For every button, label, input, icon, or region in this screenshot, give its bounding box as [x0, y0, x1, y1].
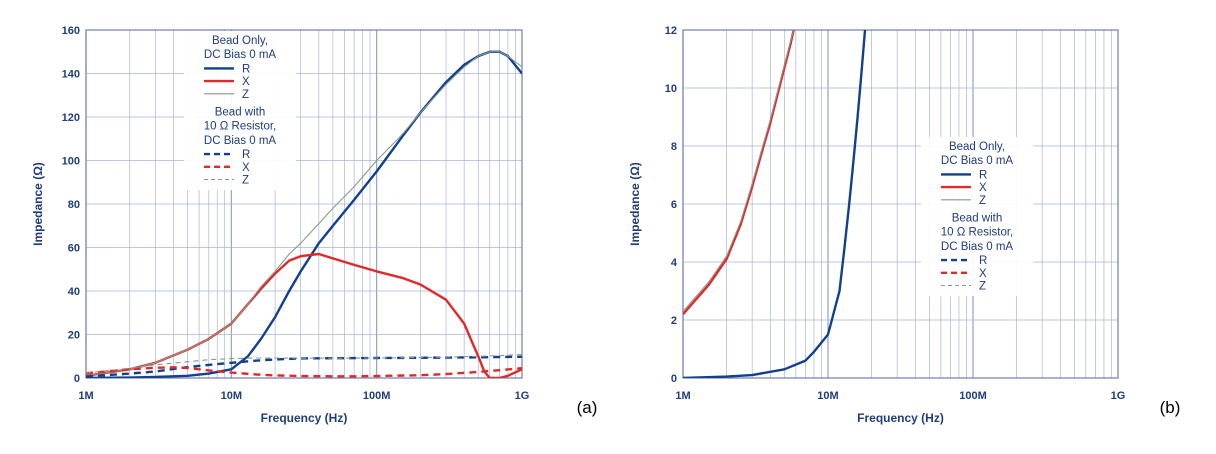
- legend-group-title: Bead Only,: [949, 141, 1005, 153]
- grid: [682, 29, 1119, 379]
- series-line-r-solid: [86, 50, 522, 378]
- chart-panel-b: 0 2 4 6 8 10 12 1M 10M 100M 1G Frequency (Hz) Impeda…: [628, 25, 1180, 425]
- series-line-r-solid: [683, 30, 867, 378]
- panel-label: (a): [577, 398, 598, 417]
- legend-group-title: Bead Only,: [212, 35, 268, 47]
- y-axis-title: Impedance (Ω): [628, 162, 642, 246]
- legend-entry-label: Z: [242, 175, 249, 187]
- y-tick-label: 10: [665, 83, 677, 95]
- legend-entry-label: R: [242, 149, 250, 161]
- legend-entry-label: Z: [979, 281, 986, 293]
- legend-entry-label: Z: [242, 89, 249, 101]
- series-line-z-solid: [683, 30, 795, 312]
- plot-frame: [682, 29, 1119, 379]
- legend-group-title: 10 Ω Resistor,: [941, 227, 1014, 239]
- y-tick-label: 6: [671, 199, 677, 211]
- legend-entry-label: X: [242, 76, 250, 88]
- legend-group-title: Bead with: [952, 213, 1003, 225]
- legend-group-title: Bead with: [215, 107, 266, 119]
- x-axis-title: Frequency (Hz): [261, 411, 348, 425]
- legend-group-title: DC Bias 0 mA: [204, 135, 277, 147]
- y-tick-label: 2: [671, 315, 677, 327]
- y-tick-label: 80: [68, 199, 80, 211]
- y-tick-label: 60: [68, 243, 80, 255]
- x-tick-label: 1G: [515, 390, 530, 402]
- y-tick-label: 160: [62, 25, 80, 37]
- x-axis-title: Frequency (Hz): [857, 411, 944, 425]
- y-tick-label: 20: [68, 330, 80, 342]
- legend-entry-label: R: [979, 255, 987, 267]
- series-group: [683, 30, 867, 378]
- y-tick-label: 100: [62, 156, 80, 168]
- series-line-r-dashed: [86, 355, 522, 378]
- y-axis-title: Impedance (Ω): [31, 162, 45, 246]
- legend-group-title: DC Bias 0 mA: [941, 155, 1014, 167]
- legend-entry-label: R: [979, 169, 987, 181]
- x-tick-label: 100M: [959, 390, 987, 402]
- legend-group-title: 10 Ω Resistor,: [204, 121, 277, 133]
- y-tick-label: 120: [62, 112, 80, 124]
- y-tick-label: 0: [74, 373, 80, 385]
- series-line-x-solid: [683, 30, 795, 315]
- chart-panel-a: 0 20 40 60 80 100 120 140 160 1M 10M 100M 1G Frequenc…: [31, 25, 597, 425]
- legend-entry-label: X: [979, 182, 987, 194]
- legend-entry-label: X: [979, 268, 987, 280]
- series-line-z-dashed: [86, 353, 522, 374]
- legend-group-title: DC Bias 0 mA: [941, 241, 1014, 253]
- panel-label: (b): [1160, 398, 1181, 417]
- plot-frame: [85, 29, 523, 379]
- y-tick-label: 40: [68, 286, 80, 298]
- x-tick-label: 10M: [817, 390, 838, 402]
- series-line-z-solid: [86, 51, 522, 377]
- legend-group-title: DC Bias 0 mA: [204, 49, 277, 61]
- x-tick-label: 1M: [78, 390, 93, 402]
- x-tick-label: 10M: [221, 390, 242, 402]
- x-tick-label: 1G: [1111, 390, 1126, 402]
- x-tick-label: 1M: [675, 390, 690, 402]
- legend-background: [921, 137, 1033, 297]
- y-tick-label: 0: [671, 373, 677, 385]
- grid: [85, 29, 523, 379]
- y-tick-label: 4: [671, 257, 678, 269]
- series-group: [86, 50, 522, 378]
- legend-entry-label: R: [242, 63, 250, 75]
- legend-background: [184, 31, 296, 191]
- series-line-x-dashed: [86, 366, 522, 378]
- y-tick-label: 8: [671, 141, 677, 153]
- y-tick-label: 140: [62, 69, 80, 81]
- y-tick-label: 12: [665, 25, 677, 37]
- x-tick-label: 100M: [363, 390, 391, 402]
- legend-entry-label: X: [242, 162, 250, 174]
- legend-entry-label: Z: [979, 195, 986, 207]
